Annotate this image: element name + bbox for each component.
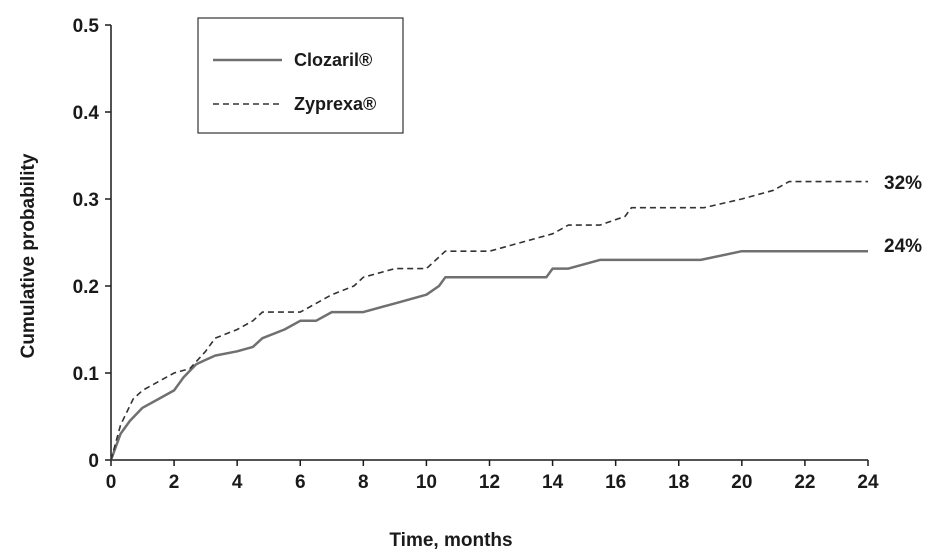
y-tick-label: 0.5 — [73, 16, 100, 37]
x-tick-label: 18 — [668, 472, 689, 493]
x-tick-label: 24 — [857, 472, 879, 493]
x-tick-label: 6 — [295, 472, 306, 493]
legend-box — [197, 17, 404, 134]
y-tick-label: 0.3 — [73, 190, 99, 211]
legend: Clozaril® Zyprexa® — [197, 17, 404, 134]
y-axis-ticks: 0 0.1 0.2 0.3 0.4 0.5 — [73, 16, 111, 472]
y-tick-label: 0.4 — [73, 103, 100, 124]
end-label-clozaril: 24% — [884, 236, 922, 257]
x-tick-label: 22 — [794, 472, 815, 493]
x-tick-label: 2 — [169, 472, 180, 493]
x-tick-label: 10 — [416, 472, 437, 493]
series-layer — [109, 180, 868, 461]
x-tick-label: 12 — [479, 472, 500, 493]
x-tick-label: 8 — [358, 472, 369, 493]
end-label-zyprexa: 32% — [884, 173, 922, 194]
y-tick-label: 0.2 — [73, 277, 99, 298]
y-axis-title: Cumulative probability — [18, 153, 39, 358]
series-line-clozaril — [109, 249, 868, 461]
x-axis-ticks: 0 2 4 6 8 10 12 14 16 18 20 22 24 — [106, 460, 879, 493]
series-line-zyprexa — [110, 180, 868, 461]
y-tick-label: 0 — [88, 451, 99, 472]
x-tick-label: 4 — [232, 472, 243, 493]
x-tick-label: 20 — [731, 472, 752, 493]
x-tick-label: 0 — [106, 472, 117, 493]
legend-label-zyprexa: Zyprexa® — [294, 94, 376, 114]
legend-label-clozaril: Clozaril® — [294, 50, 372, 70]
x-axis-title: Time, months — [389, 530, 512, 551]
y-tick-label: 0.1 — [73, 364, 100, 385]
x-tick-label: 16 — [605, 472, 626, 493]
x-tick-label: 14 — [542, 472, 564, 493]
